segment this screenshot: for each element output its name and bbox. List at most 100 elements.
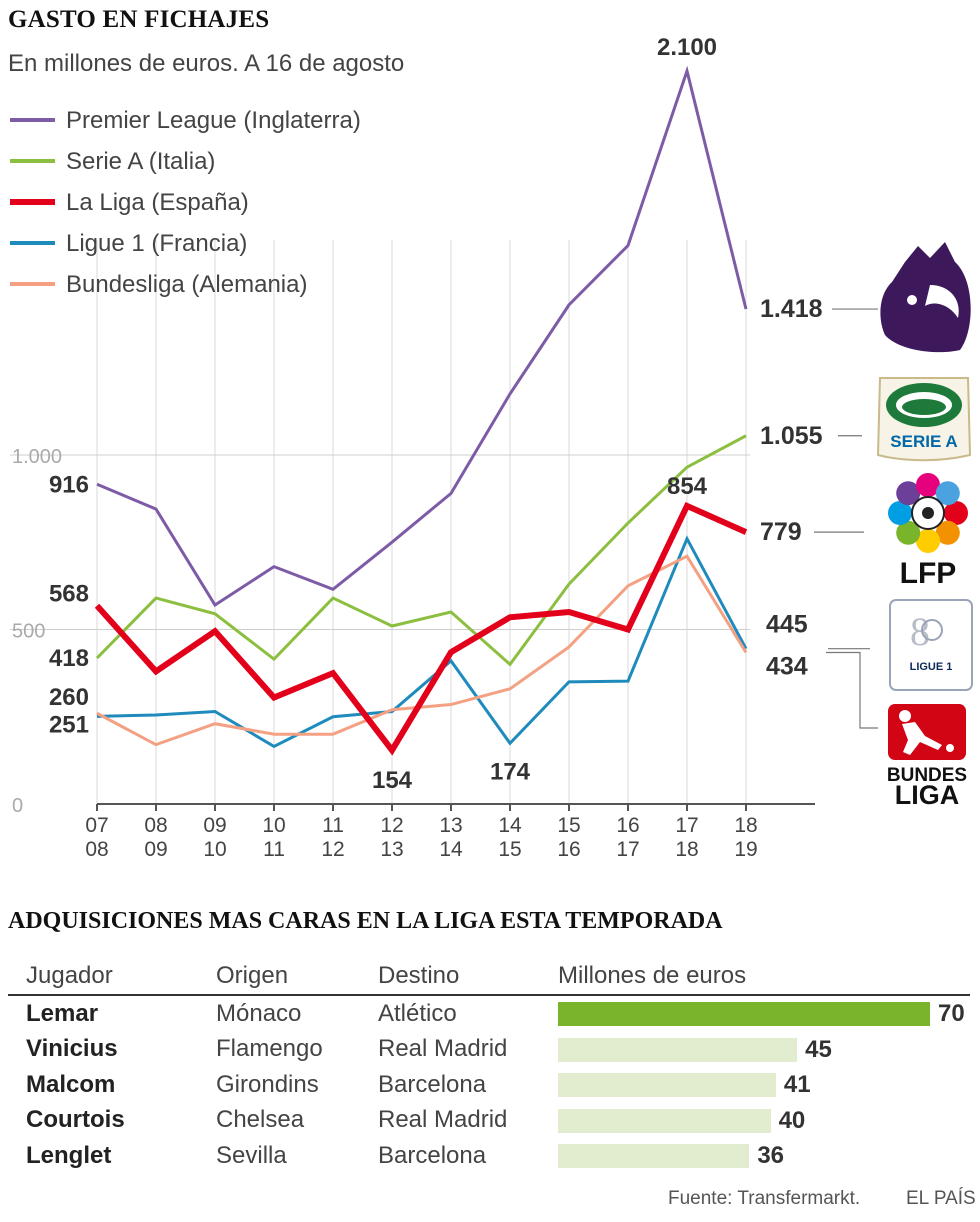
value-bar [558,1037,798,1062]
legend-item: Premier League (Inglaterra) [10,107,361,134]
x-tick-label: 15 16 [557,814,580,861]
chart-legend: Premier League (Inglaterra) Serie A (Ital… [10,107,361,298]
table-title: ADQUISICIONES MAS CARAS EN LA LIGA ESTA … [8,908,723,934]
chart-lines [94,65,748,756]
bundesliga-logo-text-2: LIGA [895,780,960,810]
ligue1-logo-text: LIGUE 1 [910,661,953,673]
destination-club: Barcelona [378,1070,487,1098]
value-cell: 41 [558,1067,970,1103]
origin-club: Girondins [216,1070,319,1098]
destination-club: Real Madrid [378,1035,508,1063]
y-tick-label: 1.000 [12,446,62,468]
value-cell: 40 [558,1103,970,1139]
value-label: 41 [783,1071,811,1099]
player-name: Lemar [26,999,99,1027]
table-body: Lemar Mónaco Atlético 70 Vinicius Flamengo Rea… [8,995,970,1174]
series-line-1 [95,434,747,667]
serie-a-shield-icon: SERIE A [876,377,972,462]
series-line-3 [96,535,748,749]
header-origen: Origen [216,958,378,996]
legend-label: Premier League (Inglaterra) [66,107,361,134]
logo-connector [826,651,878,729]
data-label: 2.100 [657,34,717,61]
x-tick-label: 17 18 [675,814,698,861]
legend-item: La Liga (España) [10,189,249,216]
x-tick-label: 08 09 [144,814,167,861]
value-cell: 36 [558,1138,970,1174]
y-tick-label: 500 [12,620,45,642]
data-label: 154 [372,767,413,794]
table-row: Courtois Chelsea Real Madrid 40 [8,1103,970,1139]
value-bar [558,1108,771,1133]
ligue1-badge-icon: 8 LIGUE 1 [889,599,973,691]
table-row: Lenglet Sevilla Barcelona 36 [8,1138,970,1174]
data-label: 568 [49,581,89,608]
destination-club: Atlético [378,999,457,1027]
header-destino: Destino [378,958,558,996]
x-tick-label: 14 15 [498,814,522,861]
x-tick-label: 07 08 [85,814,108,861]
series-line-4 [96,554,748,747]
data-label: 916 [49,471,89,498]
header-jugador: Jugador [8,958,216,996]
table-header-row: Jugador Origen Destino Millones de euros [8,958,970,996]
origin-club: Flamengo [216,1035,323,1063]
lfp-logo-text: LFP [900,557,957,590]
top-signings-table: Jugador Origen Destino Millones de euros… [8,958,970,1174]
legend-label: Serie A (Italia) [66,148,215,175]
destination-club: Real Madrid [378,1106,508,1134]
chart-data-labels: 2.100 916 1.418 1.055 418 854 779 568 154 445 251 1… [49,34,878,794]
x-tick-label: 11 12 [321,814,344,861]
table-row: Vinicius Flamengo Real Madrid 45 [8,1032,970,1068]
chart-title: GASTO EN FICHAJES [8,6,270,33]
data-label: 1.055 [760,422,823,450]
brand-name: EL PAÍS [906,1188,976,1209]
player-name: Vinicius [26,1035,118,1063]
header-millones: Millones de euros [558,958,970,996]
player-name: Lenglet [26,1141,112,1169]
transfer-spending-line-chart: 0 500 1.000 07 08 08 09 09 10 10 11 11 12 12 13 13 14 14 1… [10,34,973,861]
chart-grid [10,240,750,804]
chart-subtitle: En millones de euros. A 16 de agosto [8,50,405,77]
x-tick-label: 18 19 [734,814,757,861]
value-cell: 70 [558,995,970,1032]
data-label: 854 [667,473,708,500]
x-tick-label: 12 13 [380,814,403,861]
legend-item: Serie A (Italia) [10,148,215,175]
chart-axes: 0 500 1.000 07 08 08 09 09 10 10 11 11 12 12 13 13 14 14 1… [12,446,815,861]
source-note: Fuente: Transfermarkt. [668,1188,861,1209]
value-label: 70 [938,1000,965,1028]
value-bar [558,1144,750,1169]
legend-item: Ligue 1 (Francia) [10,230,247,257]
value-label: 36 [757,1142,785,1170]
legend-label: Bundesliga (Alemania) [66,271,307,298]
serie-a-logo-text: SERIE A [890,432,957,451]
lfp-ball-icon: LFP [888,473,968,590]
data-label: 445 [766,611,808,639]
player-name: Malcom [26,1070,116,1098]
bundesliga-logo-text-1: BUNDES [887,765,967,786]
x-tick-label: 16 17 [616,814,639,861]
data-label: 260 [49,684,89,711]
table-row: Malcom Girondins Barcelona 41 [8,1067,970,1103]
y-tick-label: 0 [12,795,23,817]
x-tick-label: 13 14 [439,814,463,861]
value-label: 40 [778,1106,806,1134]
data-label: 434 [766,653,808,681]
player-name: Courtois [26,1106,125,1134]
origin-club: Mónaco [216,999,302,1027]
destination-club: Barcelona [378,1141,487,1169]
x-tick-label: 09 10 [203,814,226,861]
premier-league-lion-icon [880,242,971,353]
value-label: 45 [805,1035,832,1063]
ligue1-number: 8 [910,609,930,654]
legend-label: La Liga (España) [66,189,249,216]
table-row: Lemar Mónaco Atlético 70 [8,995,970,1032]
value-cell: 45 [558,1032,970,1068]
data-label: 1.418 [760,295,823,323]
data-label: 251 [49,711,89,738]
x-tick-label: 10 11 [262,814,285,861]
origin-club: Sevilla [216,1141,287,1169]
